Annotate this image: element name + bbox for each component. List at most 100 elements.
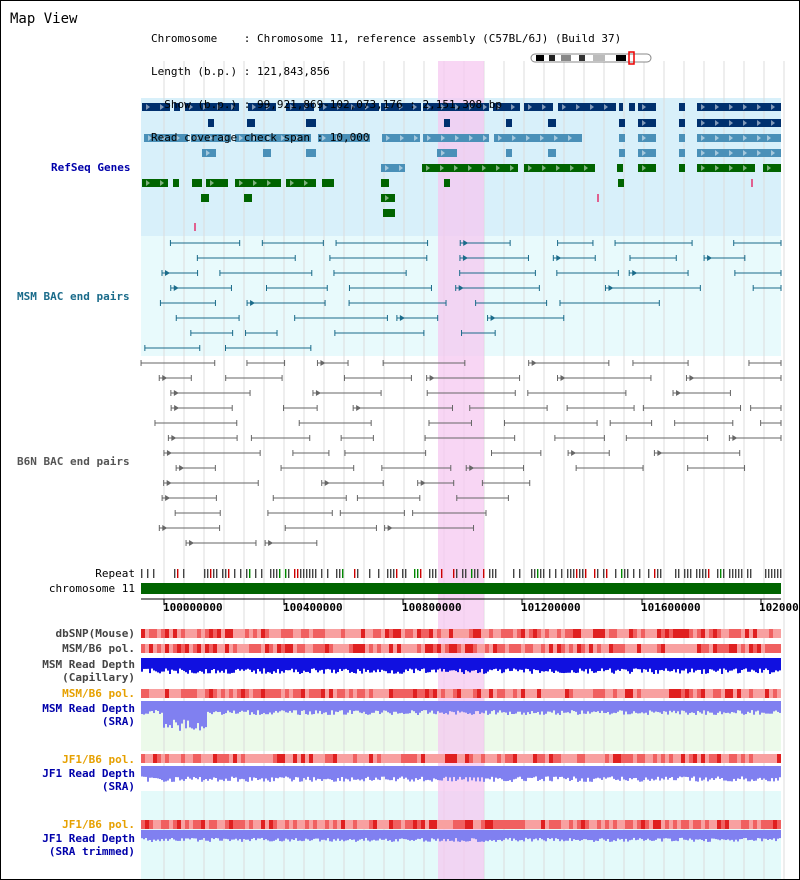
heat-cell [697, 754, 701, 763]
depth-bar [431, 830, 433, 839]
heat-cell [621, 820, 625, 829]
depth-bar [639, 658, 641, 670]
heat-cell [749, 820, 753, 829]
depth-bar [151, 701, 153, 712]
depth-bar [351, 701, 353, 714]
depth-bar [185, 766, 187, 779]
heat-cell [745, 754, 749, 763]
depth-bar [375, 830, 377, 841]
depth-bar [595, 830, 597, 841]
heat-cell [185, 754, 189, 763]
heat-cell [765, 689, 769, 698]
bac-end-marker [469, 465, 475, 471]
gene-strand-arrow [322, 135, 326, 141]
repeat-element [633, 569, 635, 578]
depth-bar [599, 766, 601, 779]
depth-bar [341, 701, 343, 711]
depth-bar [525, 658, 527, 669]
heat-cell [365, 754, 369, 763]
depth-bar [717, 766, 719, 777]
gene-feature [322, 179, 334, 187]
depth-bar [601, 830, 603, 839]
heat-cell [733, 689, 737, 698]
depth-bar [557, 830, 559, 840]
depth-bar [367, 766, 369, 777]
depth-bar [759, 766, 761, 778]
heat-cell [257, 820, 261, 829]
heat-cell [673, 644, 677, 653]
heat-cell [177, 644, 181, 653]
repeat-element [627, 569, 629, 578]
repeat-element [639, 569, 641, 578]
heat-cell [261, 689, 265, 698]
depth-bar [767, 701, 769, 714]
depth-bar [595, 658, 597, 673]
depth-bar [659, 658, 661, 671]
depth-bar [169, 830, 171, 840]
gene-strand-arrow [483, 135, 487, 141]
depth-bar [261, 701, 263, 715]
depth-bar [169, 658, 171, 674]
heat-cell [425, 629, 429, 638]
heat-cell [737, 689, 741, 698]
heat-cell [297, 820, 301, 829]
heat-cell [769, 644, 773, 653]
heat-cell [593, 689, 597, 698]
depth-bar [389, 830, 391, 841]
heat-cell [217, 820, 221, 829]
depth-bar [209, 830, 211, 842]
heat-cell [549, 754, 553, 763]
heat-cell [141, 689, 145, 698]
depth-bar [585, 658, 587, 670]
heat-cell [209, 644, 213, 653]
heat-cell [565, 644, 569, 653]
depth-bar [359, 766, 361, 781]
heat-cell [237, 820, 241, 829]
track-label-msm-bac[interactable]: MSM BAC end pairs [17, 290, 130, 303]
gene-strand-arrow [642, 150, 646, 156]
heat-cell [241, 754, 245, 763]
heat-cell [613, 629, 617, 638]
depth-bar [149, 766, 151, 778]
track-label-b6n-bac[interactable]: B6N BAC end pairs [17, 455, 130, 468]
depth-bar [723, 830, 725, 840]
heat-cell [549, 820, 553, 829]
bac-end-marker [320, 360, 326, 366]
depth-bar [405, 701, 407, 714]
gene-strand-arrow [743, 135, 747, 141]
heat-cell [325, 820, 329, 829]
depth-bar [341, 766, 343, 778]
heat-cell [293, 644, 297, 653]
depth-bar [597, 830, 599, 842]
depth-bar [207, 766, 209, 781]
heat-cell [589, 689, 593, 698]
heat-cell [517, 754, 521, 763]
depth-bar [351, 830, 353, 840]
depth-bar [143, 701, 145, 715]
depth-bar [707, 701, 709, 712]
depth-bar [391, 830, 393, 842]
bac-end-marker [571, 450, 577, 456]
depth-bar [751, 830, 753, 840]
depth-bar [429, 701, 431, 713]
depth-bar [209, 701, 211, 713]
track-label-refseq[interactable]: RefSeq Genes [51, 161, 131, 174]
heat-cell [381, 644, 385, 653]
repeat-element [549, 569, 551, 578]
axis-tick-label: 102000 [759, 601, 799, 614]
depth-bar [591, 701, 593, 713]
heat-cell [765, 644, 769, 653]
heat-cell [433, 629, 437, 638]
depth-bar [639, 701, 641, 714]
depth-bar [173, 766, 175, 782]
depth-bar [555, 830, 557, 839]
depth-bar [539, 766, 541, 780]
heat-cell [689, 820, 693, 829]
heat-cell [401, 820, 405, 829]
heat-cell [569, 644, 573, 653]
depth-bar [527, 766, 529, 778]
depth-bar [749, 701, 751, 713]
depth-bar [681, 701, 683, 711]
heat-cell [169, 820, 173, 829]
